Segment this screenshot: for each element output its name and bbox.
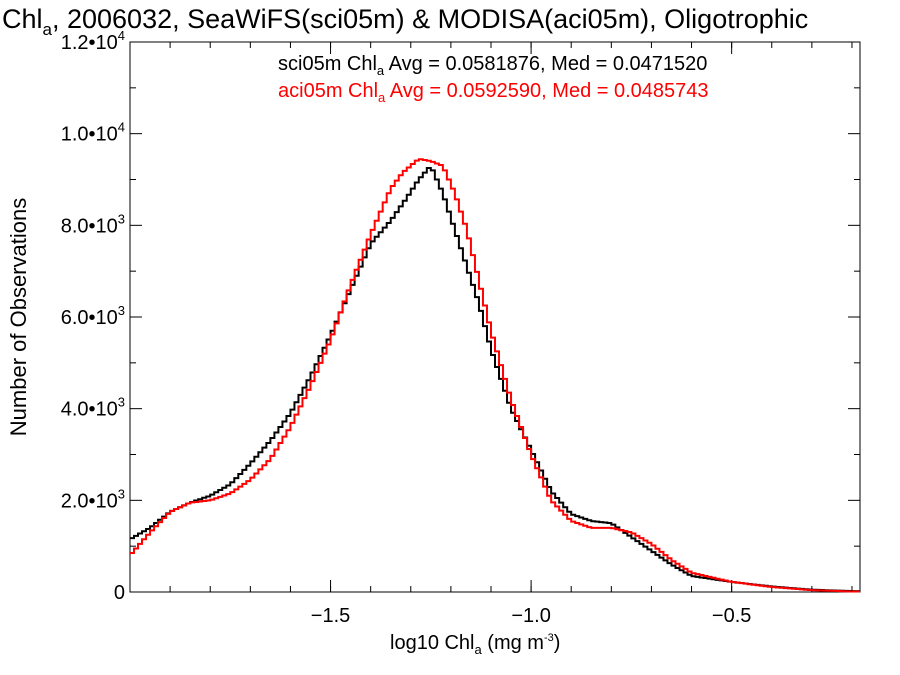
legend-aci05m-post: Avg = 0.0592590, Med = 0.0485743 xyxy=(385,80,708,102)
plot-frame xyxy=(129,41,861,593)
y-tick-label: 1.0•104 xyxy=(61,120,125,146)
legend-entry-aci05m: aci05m Chla Avg = 0.0592590, Med = 0.048… xyxy=(278,80,709,105)
legend-entry-sci05m: sci05m Chla Avg = 0.0581876, Med = 0.047… xyxy=(278,53,707,78)
series-line-sci05m xyxy=(130,167,860,593)
x-axis-label-mid: (mg m xyxy=(482,632,544,654)
x-axis-label-end: ) xyxy=(554,632,561,654)
chart-title-rest: , 2006032, SeaWiFS(sci05m) & MODISA(aci0… xyxy=(52,4,808,34)
x-axis-label-sup: -3 xyxy=(544,632,554,644)
chart-title: Chla, 2006032, SeaWiFS(sci05m) & MODISA(… xyxy=(2,4,808,39)
legend-sci05m-pre: sci05m Chl xyxy=(278,53,377,75)
x-axis-ticks: −1.5 −1.0 −0.5 xyxy=(169,42,853,627)
legend-aci05m-pre: aci05m Chl xyxy=(278,80,378,102)
chart-title-prefix: Chl xyxy=(2,4,43,34)
y-tick-label: 8.0•103 xyxy=(61,211,125,237)
x-tick-label: −1.0 xyxy=(511,605,550,627)
series-layer xyxy=(130,158,860,593)
y-tick-label: 6.0•103 xyxy=(61,303,125,329)
legend-sci05m-post: Avg = 0.0581876, Med = 0.0471520 xyxy=(384,53,707,75)
y-axis-label: Number of Observations xyxy=(6,198,31,436)
y-tick-label: 1.2•104 xyxy=(61,28,125,54)
y-axis-ticks: 0 2.0•103 4.0•103 6.0•103 8.0•103 1.0•104 1.2•… xyxy=(61,28,860,604)
legend-aci05m-sub: a xyxy=(378,90,386,105)
chart-title-sub: a xyxy=(43,20,53,39)
series-line-aci05m xyxy=(130,158,860,593)
x-axis-label: log10 Chla (mg m-3) xyxy=(390,632,560,657)
x-tick-label: −1.5 xyxy=(311,605,350,627)
y-tick-label: 2.0•103 xyxy=(61,486,125,512)
y-tick-label: 0 xyxy=(114,582,125,604)
x-axis-label-sub: a xyxy=(475,642,483,657)
legend-sci05m-sub: a xyxy=(377,63,385,78)
x-axis-label-prefix: log10 Chl xyxy=(390,632,475,654)
y-tick-label: 4.0•103 xyxy=(61,395,125,421)
x-tick-label: −0.5 xyxy=(712,605,751,627)
